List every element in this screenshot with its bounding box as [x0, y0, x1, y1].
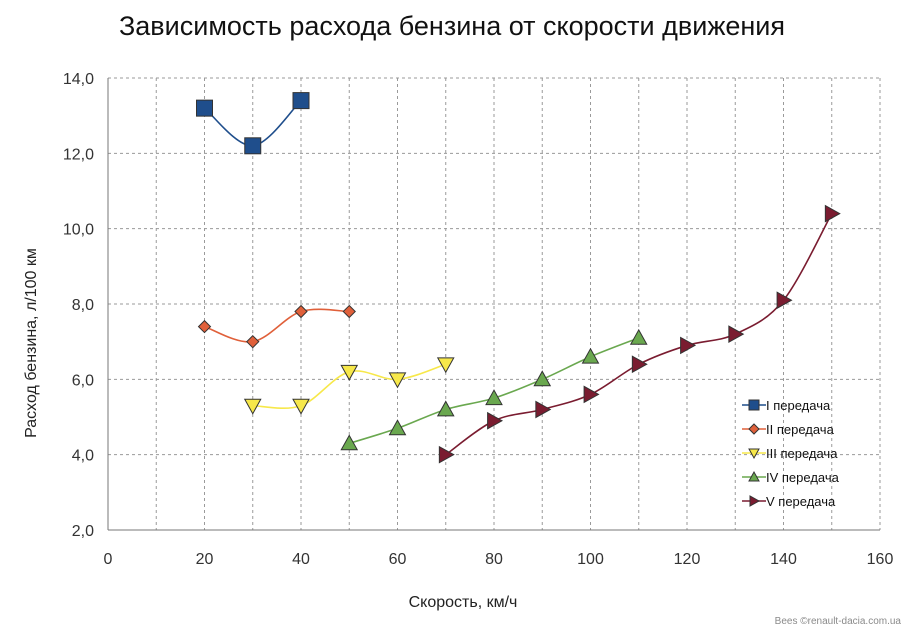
- data-point-4: [581, 347, 600, 364]
- grid: [108, 77, 881, 530]
- data-point-3: [436, 357, 455, 374]
- data-point-5: [631, 355, 648, 374]
- x-tick-label: 140: [770, 551, 797, 568]
- data-point-4: [388, 419, 407, 436]
- axes: [107, 78, 880, 531]
- x-axis-label: Скорость, км/ч: [409, 594, 518, 611]
- watermark: Bees ©renault-dacia.com.ua: [775, 616, 902, 627]
- y-tick-label: 12,0: [63, 146, 94, 163]
- legend-marker-4: [748, 470, 760, 482]
- legend-label-1: I передача: [766, 398, 831, 413]
- data-point-4: [485, 389, 503, 406]
- data-point-2: [246, 334, 260, 349]
- legend-label-2: II передача: [766, 422, 835, 437]
- x-tick-label: 60: [389, 551, 407, 568]
- data-point-2: [294, 304, 308, 319]
- x-tick-label: 100: [577, 551, 604, 568]
- series-line-2: [204, 308, 350, 343]
- data-point-5: [776, 291, 793, 310]
- x-tick-label: 80: [485, 551, 503, 568]
- y-tick-label: 4,0: [72, 448, 94, 465]
- y-tick-label: 14,0: [63, 71, 94, 88]
- data-point-5: [535, 400, 552, 419]
- legend-label-4: IV передача: [766, 470, 840, 485]
- legend-marker-3: [748, 448, 760, 460]
- x-tick-label: 20: [196, 551, 214, 568]
- y-tick-labels: 2,0 4,0 6,0 8,0 10,0 12,0 14,0: [63, 71, 94, 540]
- y-tick-label: 2,0: [72, 523, 94, 540]
- y-tick-label: 6,0: [72, 372, 94, 389]
- legend: I передача II передача III передача IV пере…: [742, 398, 840, 509]
- data-point-5: [583, 385, 600, 404]
- data-point-5: [728, 325, 745, 343]
- data-point-3: [292, 398, 310, 415]
- y-axis-label: Расход бензина, л/100 км: [23, 248, 40, 438]
- data-point-4: [629, 328, 648, 345]
- y-tick-label: 10,0: [63, 222, 94, 239]
- data-point-5: [824, 204, 841, 223]
- x-tick-label: 0: [104, 551, 113, 568]
- x-tick-label: 160: [867, 551, 894, 568]
- data-point-4: [533, 370, 552, 387]
- data-point-4: [436, 400, 455, 417]
- x-tick-label: 40: [292, 551, 310, 568]
- data-point-2: [342, 304, 356, 319]
- x-tick-label: 120: [674, 551, 701, 568]
- series-markers: [196, 92, 841, 464]
- legend-marker-2: [748, 423, 760, 435]
- data-point-5: [487, 411, 504, 430]
- legend-label-5: V передача: [766, 494, 836, 509]
- legend-label-3: III передача: [766, 446, 838, 461]
- data-point-1: [292, 92, 310, 110]
- data-point-3: [243, 398, 262, 415]
- y-tick-label: 8,0: [72, 297, 94, 314]
- data-point-1: [196, 99, 213, 117]
- data-point-3: [388, 372, 407, 389]
- data-point-2: [197, 319, 212, 334]
- data-point-1: [244, 137, 262, 155]
- chart-title: Зависимость расхода бензина от скорости …: [119, 11, 785, 41]
- data-point-5: [438, 445, 455, 464]
- legend-marker-5: [749, 495, 761, 507]
- data-point-3: [340, 364, 359, 381]
- legend-marker-1: [748, 399, 760, 411]
- data-point-4: [340, 434, 359, 451]
- data-point-5: [680, 336, 697, 355]
- x-tick-labels: 0 20 40 60 80 100 120 140 160: [104, 551, 894, 568]
